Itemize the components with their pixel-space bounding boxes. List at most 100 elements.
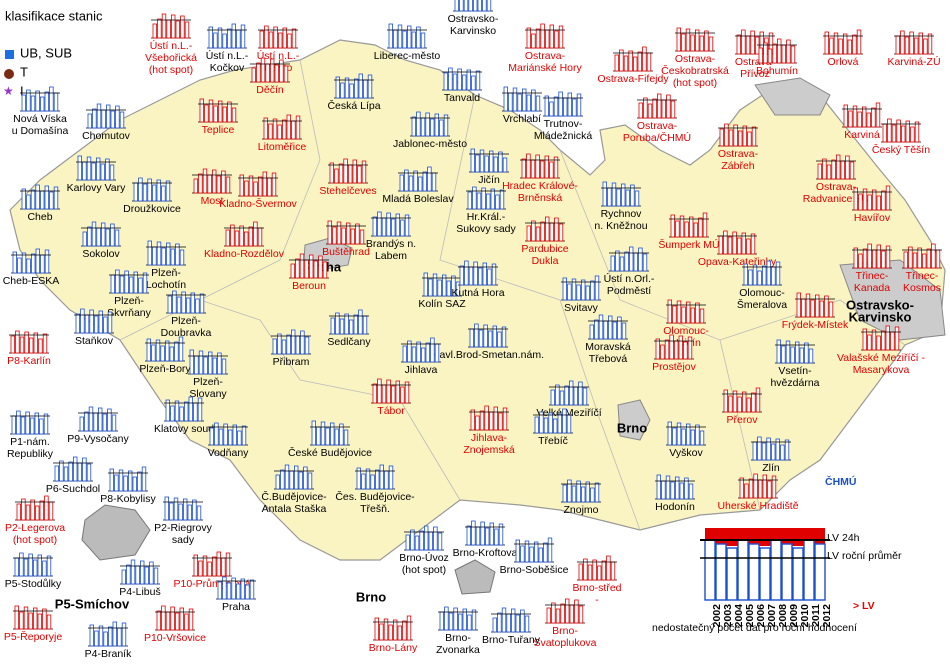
mini-bar xyxy=(736,34,741,55)
mini-bar xyxy=(565,598,570,624)
station-label: Ústí n.L.- xyxy=(150,39,193,52)
mini-bar xyxy=(138,177,143,202)
mini-bar xyxy=(221,170,226,194)
mini-bar xyxy=(619,49,624,72)
mini-bar xyxy=(517,93,522,112)
station-label: Brno-střed xyxy=(572,582,621,594)
mini-bar xyxy=(534,416,539,434)
mini-bar xyxy=(617,316,622,340)
mini-bar xyxy=(858,253,863,269)
mini-bar xyxy=(790,45,796,64)
mini-bar xyxy=(853,247,858,269)
station: Jihlava-Znojemská xyxy=(463,405,515,456)
station: Zlín xyxy=(751,436,791,474)
mini-bar xyxy=(119,111,125,129)
mini-bar xyxy=(690,307,695,324)
mini-bar xyxy=(152,246,157,266)
station-label: Rychnov xyxy=(601,208,643,220)
mini-bar xyxy=(428,278,433,297)
mini-bar xyxy=(553,96,559,117)
mini-bar xyxy=(459,0,464,12)
mini-bar xyxy=(73,456,78,482)
mini-bar xyxy=(352,159,357,184)
station-label: Šumperk MÚ xyxy=(658,238,719,251)
mini-bar xyxy=(466,69,471,91)
mini-bar xyxy=(917,247,922,269)
mini-bar xyxy=(240,578,245,600)
mini-bar xyxy=(172,290,177,314)
mini-bar xyxy=(427,166,432,192)
region-label: Brno xyxy=(356,590,386,605)
mini-bar xyxy=(353,78,359,99)
mini-bar xyxy=(771,443,776,461)
mini-bar xyxy=(784,439,790,461)
mini-bar xyxy=(876,335,881,351)
mini-bar xyxy=(174,341,179,362)
mini-bar xyxy=(758,479,763,499)
mini-bar xyxy=(796,292,801,318)
mini-bar xyxy=(492,325,497,348)
mini-bar xyxy=(876,244,881,269)
station: Jihlava xyxy=(401,337,441,376)
mini-bar xyxy=(381,217,387,237)
mini-bar xyxy=(279,59,284,83)
mini-bar xyxy=(540,221,545,242)
mini-bar xyxy=(466,525,471,546)
mini-bar xyxy=(471,520,476,546)
mini-bar xyxy=(550,389,555,406)
mini-bar xyxy=(165,611,171,631)
mini-bar xyxy=(679,215,685,238)
mini-bar xyxy=(42,560,47,577)
mini-bar xyxy=(867,243,872,269)
mini-bar xyxy=(895,35,900,55)
station: Ostrava-Zábřeh xyxy=(718,123,759,172)
mini-bar xyxy=(655,338,660,360)
mini-bar xyxy=(420,117,426,137)
mini-bar xyxy=(833,32,839,55)
mini-bar xyxy=(484,155,489,173)
mini-bar xyxy=(647,103,653,119)
mini-bar xyxy=(237,430,242,446)
station-label: Radvanice ZÚ xyxy=(803,192,870,205)
mini-bar xyxy=(425,342,430,363)
mini-bar xyxy=(826,164,832,180)
mini-bar xyxy=(547,537,553,563)
mini-bar xyxy=(614,54,619,72)
mini-bar xyxy=(744,483,749,499)
station-label: Ostrava- xyxy=(525,50,566,62)
station-label: Brno-Tuřany xyxy=(482,634,541,646)
mini-bar xyxy=(274,64,279,83)
mini-bar xyxy=(115,269,120,294)
mini-bar xyxy=(287,33,292,49)
mini-bar xyxy=(34,412,39,435)
region-label: Karvinsko xyxy=(849,310,912,325)
station: Tábor xyxy=(371,378,411,417)
mini-bar xyxy=(40,190,45,210)
mini-bar xyxy=(526,27,531,49)
station: P8-Karlín xyxy=(7,330,51,367)
mini-bar xyxy=(684,477,689,500)
mini-bar xyxy=(757,436,762,461)
mini-bar xyxy=(402,30,407,49)
mini-bar xyxy=(109,468,114,492)
mini-bar xyxy=(107,311,113,334)
mini-bar xyxy=(286,114,291,140)
station-label: Beroun xyxy=(292,280,326,292)
station-label: Brno-Kroftova xyxy=(453,547,518,559)
mini-bar xyxy=(476,192,482,210)
mini-bar xyxy=(217,27,223,49)
mini-bar xyxy=(775,438,780,461)
mini-bar xyxy=(634,190,640,207)
mini-bar xyxy=(377,211,382,237)
mini-bar xyxy=(374,469,380,490)
mini-bar xyxy=(339,318,345,335)
mini-bar xyxy=(300,330,305,355)
mini-bar xyxy=(204,104,209,123)
mini-bar xyxy=(455,281,461,297)
mini-bar xyxy=(852,34,857,55)
station: Bohumín xyxy=(756,38,798,77)
station: Trutnov-Mládežnická xyxy=(534,91,592,142)
mini-bar xyxy=(881,330,886,351)
mini-bar xyxy=(539,411,544,434)
mini-bar xyxy=(810,299,815,318)
